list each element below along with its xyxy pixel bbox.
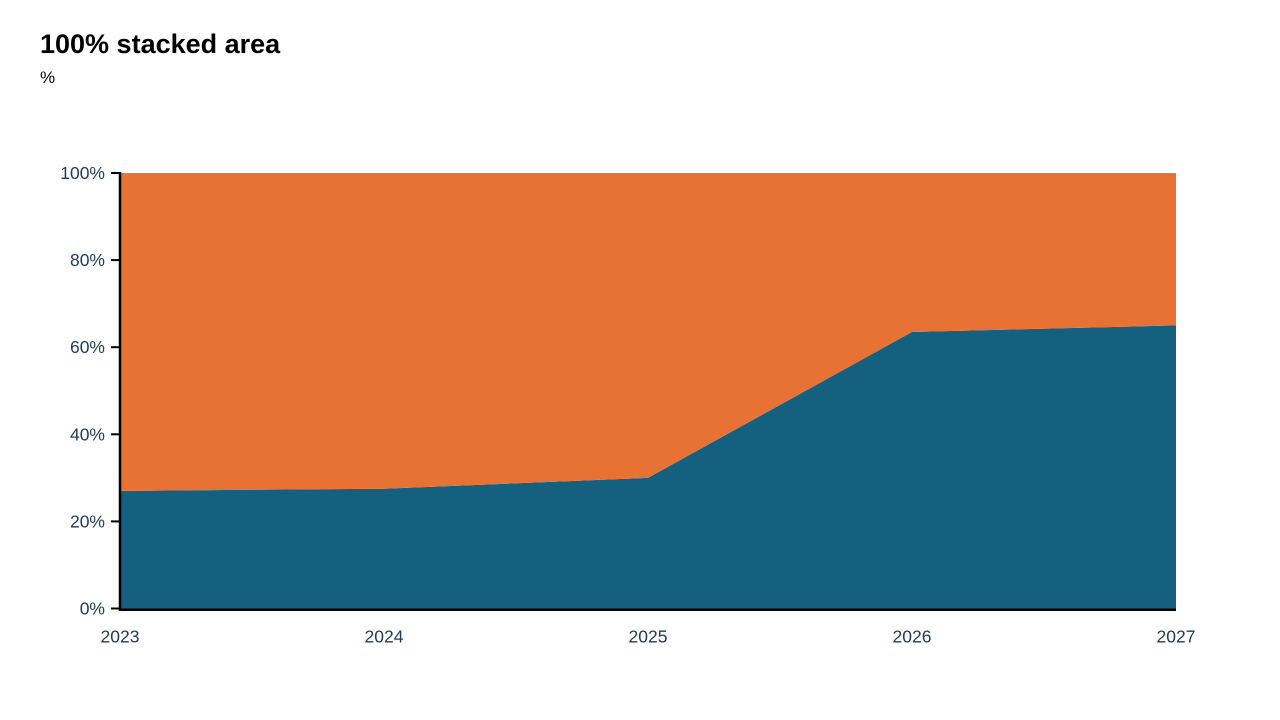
y-tick-label: 40% — [70, 424, 105, 444]
y-tick-label: 0% — [80, 599, 105, 619]
y-tick-label: 60% — [70, 337, 105, 357]
chart-subtitle-unit: % — [40, 68, 56, 87]
y-tick-label: 100% — [60, 163, 105, 183]
area-series-orange-area — [120, 173, 1176, 491]
y-tick-label: 20% — [70, 511, 105, 531]
x-tick-label: 2023 — [101, 627, 140, 647]
x-tick-label: 2026 — [893, 627, 932, 647]
area-series-blue-area — [120, 325, 1176, 609]
y-tick-label: 80% — [70, 250, 105, 270]
x-tick-label: 2025 — [629, 627, 668, 647]
x-tick-label: 2027 — [1157, 627, 1196, 647]
x-tick-label: 2024 — [365, 627, 404, 647]
chart-title: 100% stacked area — [40, 29, 281, 59]
